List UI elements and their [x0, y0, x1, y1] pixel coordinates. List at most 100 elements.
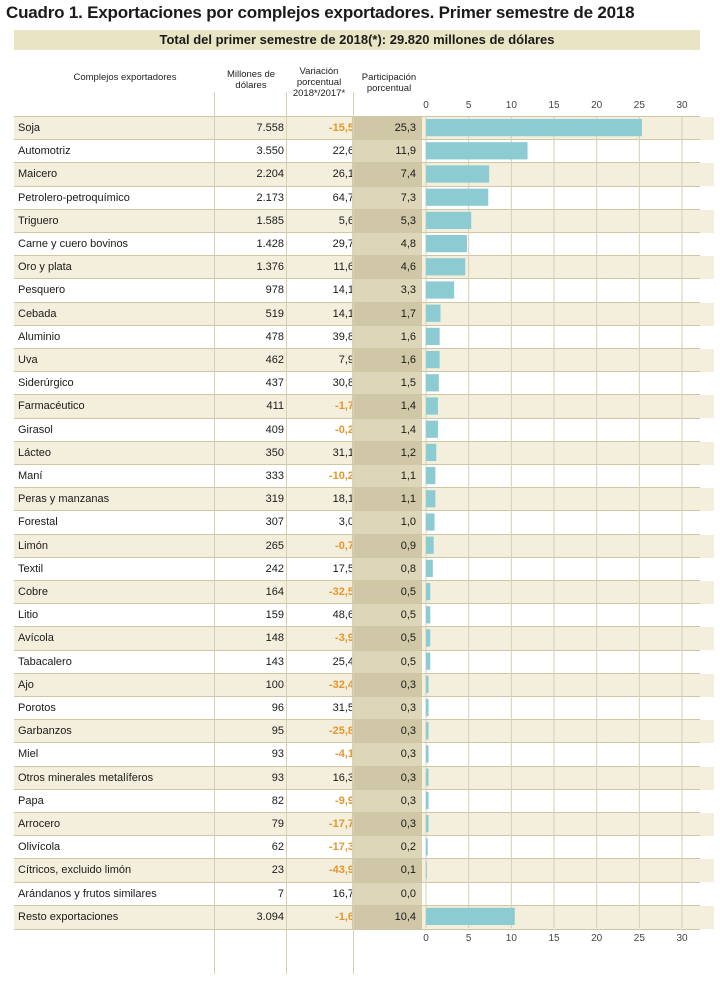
row-participacion: 1,4	[352, 395, 422, 419]
row-millones: 350	[265, 446, 284, 459]
row-participacion: 0,5	[352, 627, 422, 651]
row-variacion: 5,6	[338, 214, 354, 227]
row-millones: 159	[265, 609, 284, 622]
bar	[426, 815, 429, 833]
row-participacion: 0,3	[352, 766, 422, 790]
bar-row-background	[438, 465, 714, 488]
table-row: Garbanzos 95 -25,8 0,3	[14, 719, 714, 744]
row-millones: 411	[266, 400, 284, 413]
bar-row-background	[438, 325, 714, 349]
row-participacion: 1,7	[352, 302, 422, 326]
row-variacion: 39,8	[332, 330, 354, 343]
row-millones: 462	[265, 354, 284, 366]
bar-row-background	[438, 882, 714, 906]
row-variacion: -43,9	[328, 864, 354, 877]
header-millones: Millones de dólares	[226, 69, 276, 91]
x-tick-label-bottom: 5	[466, 933, 472, 944]
row-participacion: 0,0	[352, 882, 422, 906]
bar	[426, 861, 427, 879]
bar-row-background	[438, 836, 714, 860]
row-label: Porotos	[18, 702, 56, 714]
row-participacion: 1,1	[352, 465, 422, 488]
row-participacion: 10,4	[352, 905, 422, 929]
row-label: Miel	[18, 748, 39, 761]
row-label: Ajo	[18, 678, 34, 691]
row-label: Arrocero	[18, 818, 61, 830]
row-label: Carne y cuero bovinos	[18, 238, 129, 250]
table-row: Pesquero 978 14,1 3,3	[14, 278, 714, 303]
row-millones: 409	[265, 423, 284, 436]
column-divider	[353, 92, 354, 974]
bar	[426, 606, 431, 624]
row-millones: 478	[265, 330, 284, 343]
table-row: Uva 462 7,9 1,6	[14, 348, 714, 372]
row-label: Papa	[18, 794, 44, 807]
bar	[426, 907, 515, 925]
bar-row-background	[438, 372, 714, 396]
row-participacion: 11,9	[352, 140, 422, 164]
row-millones: 978	[265, 284, 284, 297]
bar-row-background	[438, 789, 714, 813]
row-variacion: 3,0	[338, 516, 354, 529]
row-participacion: 1,2	[352, 441, 422, 465]
row-millones: 23	[271, 864, 284, 877]
header-participacion: Participación porcentual	[361, 72, 417, 94]
row-variacion: -32,4	[328, 678, 354, 691]
x-tick-label-top: 0	[423, 100, 429, 111]
row-variacion: -1,7	[335, 400, 354, 413]
row-participacion: 0,3	[352, 743, 422, 767]
row-variacion: 29,7	[332, 238, 354, 250]
row-label: Olivícola	[18, 841, 61, 854]
bar-row-background	[438, 186, 714, 210]
row-variacion: 11,6	[333, 261, 354, 274]
bar	[426, 327, 440, 345]
row-participacion: 0,3	[352, 720, 422, 744]
table-row: Maní 333 -10,2 1,1	[14, 464, 714, 488]
row-participacion: 0,3	[352, 697, 422, 720]
bar-row-background	[438, 557, 714, 581]
row-variacion: 26,1	[332, 168, 354, 181]
row-variacion: 14,1	[332, 284, 354, 297]
row-millones: 93	[271, 748, 284, 761]
row-label: Textil	[18, 562, 44, 575]
bar-row-background	[438, 395, 714, 419]
bar-row-background	[438, 604, 714, 628]
row-variacion: 7,9	[338, 354, 354, 366]
row-label: Limón	[18, 539, 48, 552]
row-participacion: 4,8	[352, 233, 422, 256]
row-variacion: 16,3	[332, 771, 354, 784]
row-variacion: -1,6	[335, 910, 354, 923]
row-variacion: 48,6	[332, 609, 354, 622]
table-row: Otros minerales metalíferos 93 16,3 0,3	[14, 765, 714, 790]
row-participacion: 1,6	[352, 349, 422, 372]
column-divider	[214, 92, 215, 974]
row-variacion: -9,9	[335, 794, 354, 807]
row-label: Avícola	[18, 632, 54, 645]
bar	[426, 304, 441, 322]
x-tick-label-top: 15	[548, 100, 560, 111]
row-millones: 96	[271, 702, 284, 714]
row-label: Tabacalero	[18, 655, 72, 668]
table-row: Cobre 164 -32,5 0,5	[14, 580, 714, 604]
bar	[426, 467, 436, 485]
row-participacion: 0,3	[352, 789, 422, 813]
table-row: Triguero 1.585 5,6 5,3	[14, 208, 714, 233]
bar	[426, 351, 440, 369]
bar	[426, 119, 642, 137]
row-millones: 2.204	[256, 168, 284, 181]
table-row: Litio 159 48,6 0,5	[14, 603, 714, 628]
total-banner: Total del primer semestre de 2018(*): 29…	[14, 30, 700, 50]
row-label: Girasol	[18, 423, 53, 436]
row-label: Maní	[18, 470, 43, 482]
table-row: Oro y plata 1.376 11,6 4,6	[14, 255, 714, 280]
bar	[426, 211, 472, 229]
row-variacion: 16,7	[332, 887, 354, 900]
row-variacion: 14,1	[332, 307, 354, 320]
row-label: Triguero	[18, 214, 59, 227]
table-row: Forestal 307 3,0 1,0	[14, 510, 714, 535]
row-participacion: 0,2	[352, 836, 422, 860]
bar-row-background	[438, 209, 714, 233]
table-row: Lácteo 350 31,1 1,2	[14, 440, 714, 465]
x-tick-label-top: 30	[676, 100, 688, 111]
row-label: Soja	[18, 122, 41, 134]
